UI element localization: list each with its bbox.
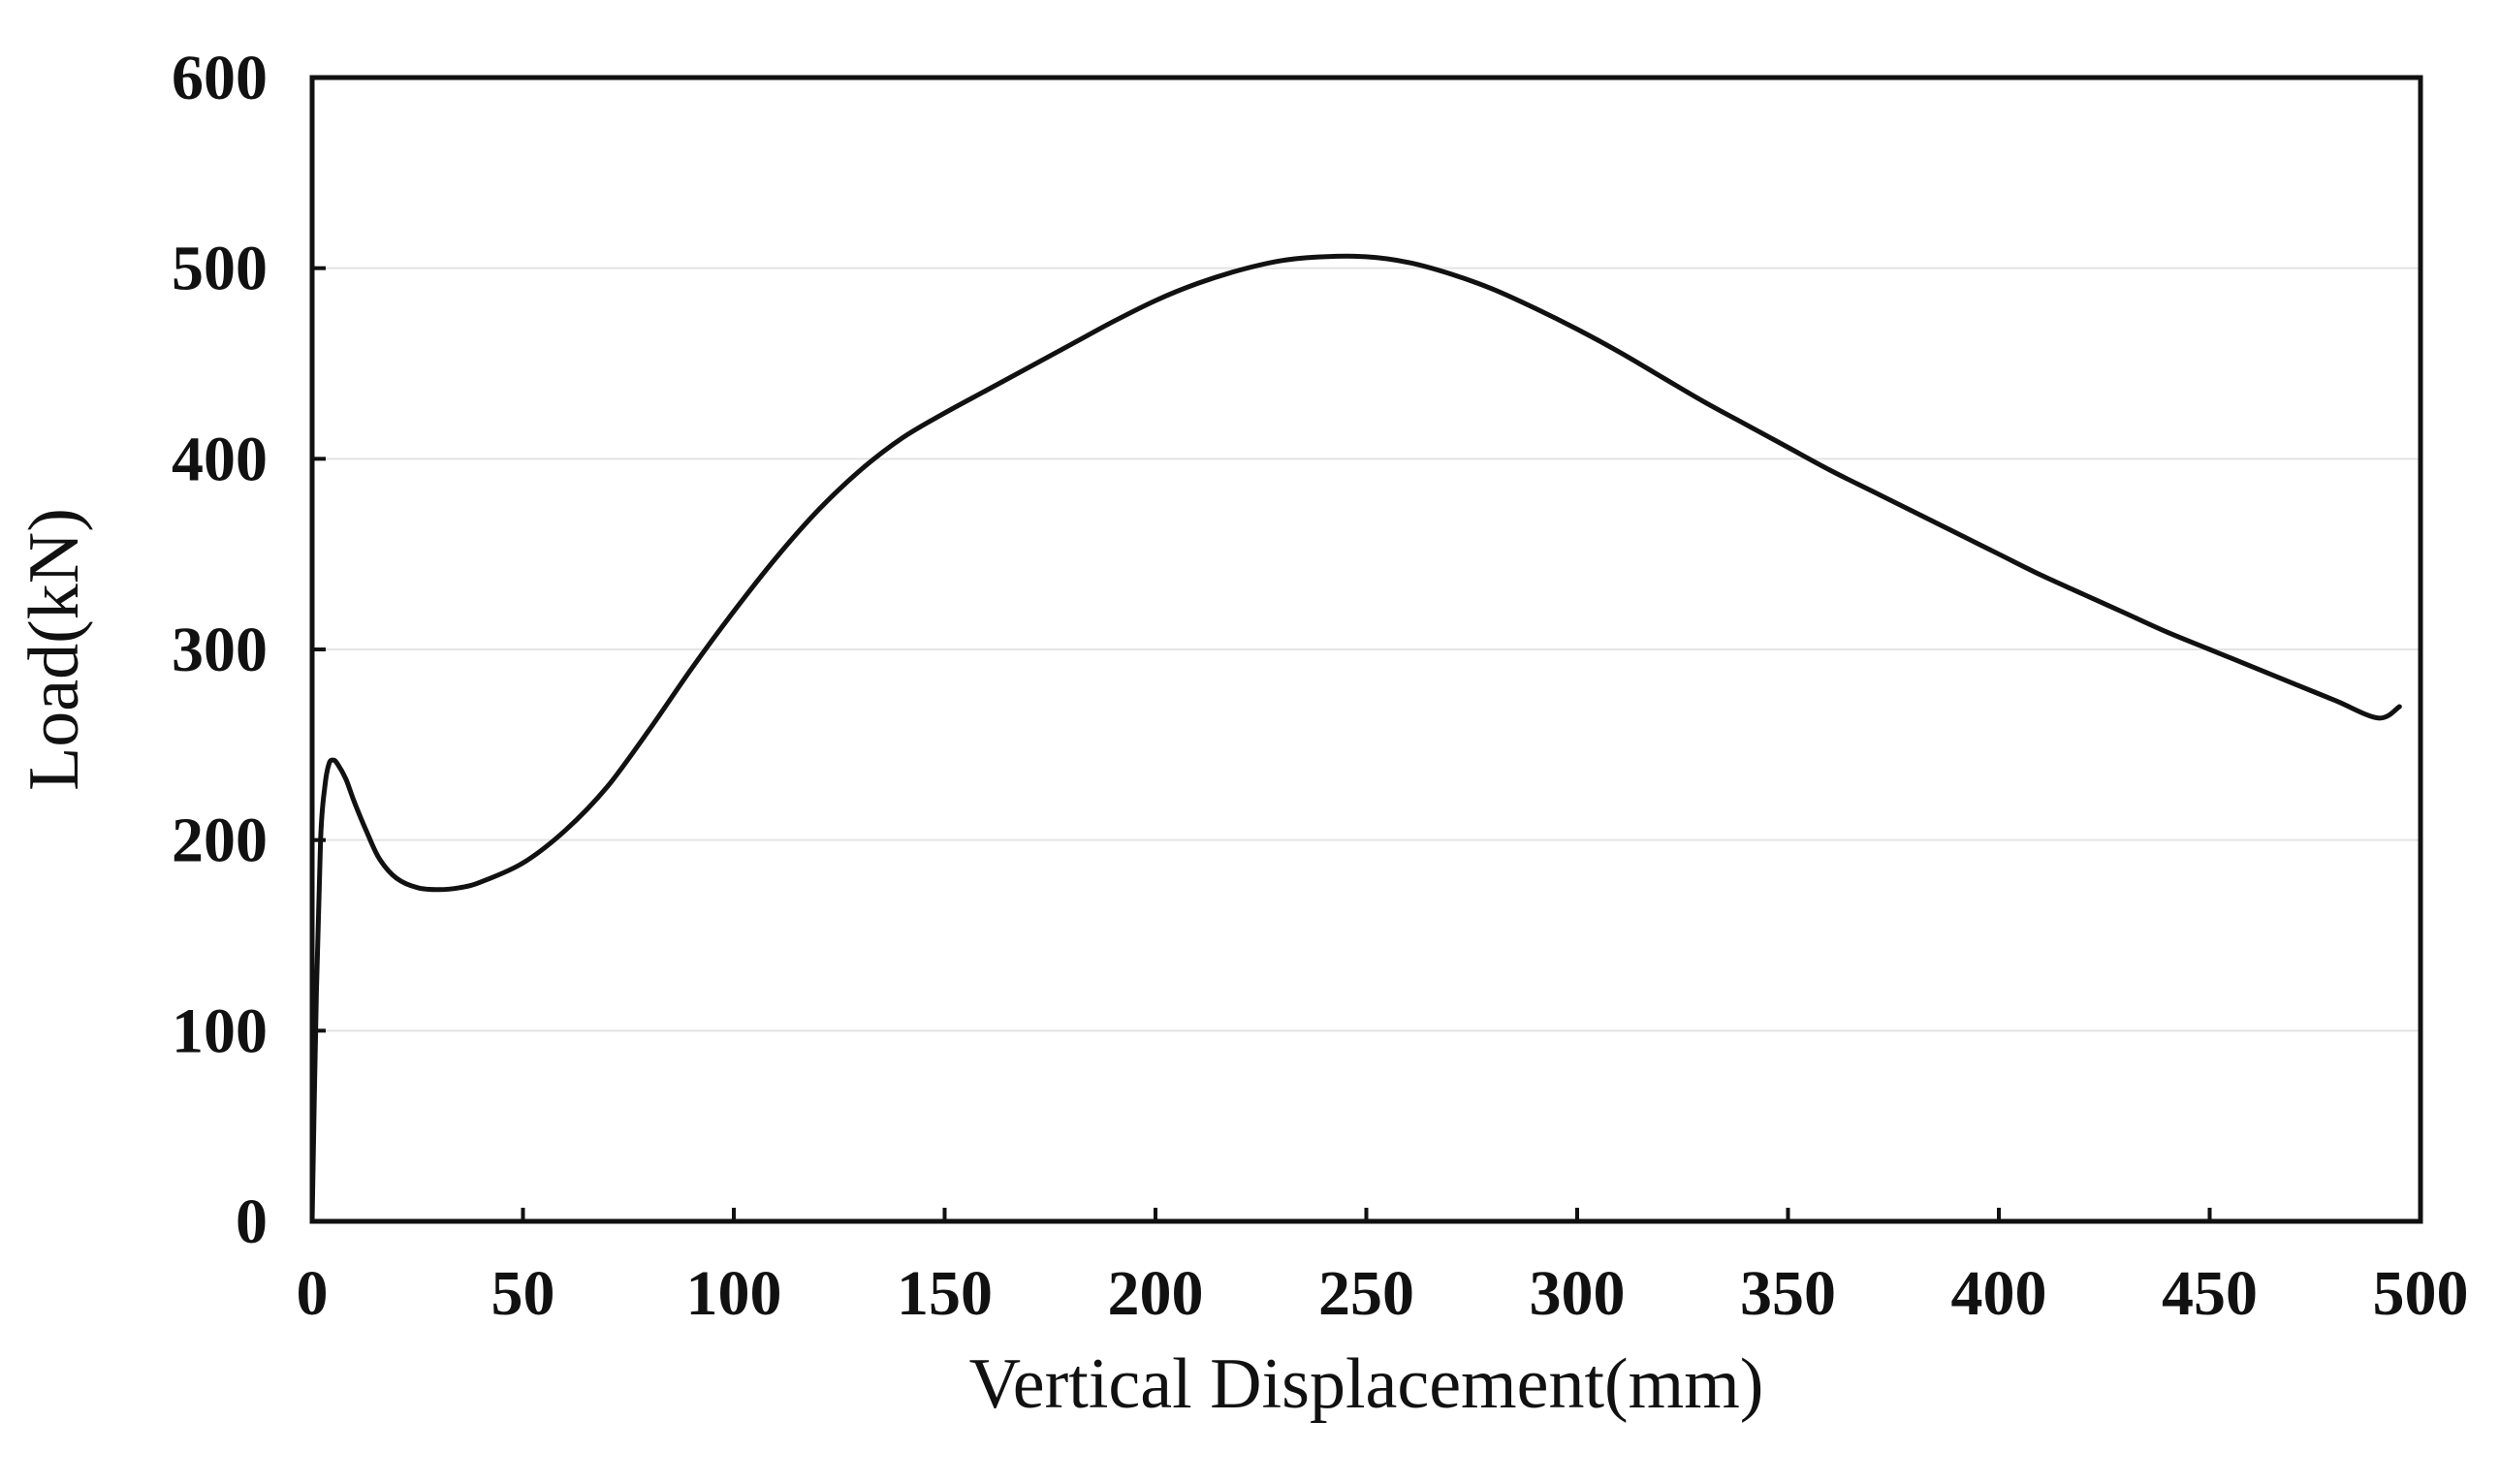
x-tick-label: 150 <box>897 1258 993 1329</box>
x-tick-label: 350 <box>1740 1258 1836 1329</box>
y-tick-label: 200 <box>172 805 268 876</box>
x-tick-label: 0 <box>297 1258 329 1329</box>
y-tick-label: 100 <box>172 995 268 1066</box>
x-axis-title: Vertical Displacement(mm) <box>969 1344 1764 1424</box>
x-tick-label: 100 <box>686 1258 782 1329</box>
gridlines <box>312 267 2421 1032</box>
x-tick-label: 300 <box>1530 1258 1626 1329</box>
y-tick-label: 0 <box>236 1186 268 1257</box>
y-axis-ticks: 0 100 200 300 400 500 600 <box>172 43 326 1257</box>
x-tick-label: 450 <box>2162 1258 2258 1329</box>
x-axis-ticks: 0 50 100 150 200 250 300 350 400 450 500 <box>297 1208 2469 1329</box>
y-tick-label: 600 <box>172 43 268 113</box>
x-tick-label: 250 <box>1318 1258 1414 1329</box>
series-layer <box>309 253 2402 1224</box>
x-tick-label: 400 <box>1951 1258 2047 1329</box>
y-tick-label: 300 <box>172 615 268 685</box>
x-tick-label: 200 <box>1108 1258 1204 1329</box>
y-tick-label: 500 <box>172 234 268 304</box>
y-tick-label: 400 <box>172 424 268 494</box>
x-tick-label: 50 <box>491 1258 555 1329</box>
x-tick-label: 500 <box>2373 1258 2469 1329</box>
y-axis-title: Load(kN) <box>15 508 94 791</box>
series-line-0 <box>309 253 2402 1224</box>
